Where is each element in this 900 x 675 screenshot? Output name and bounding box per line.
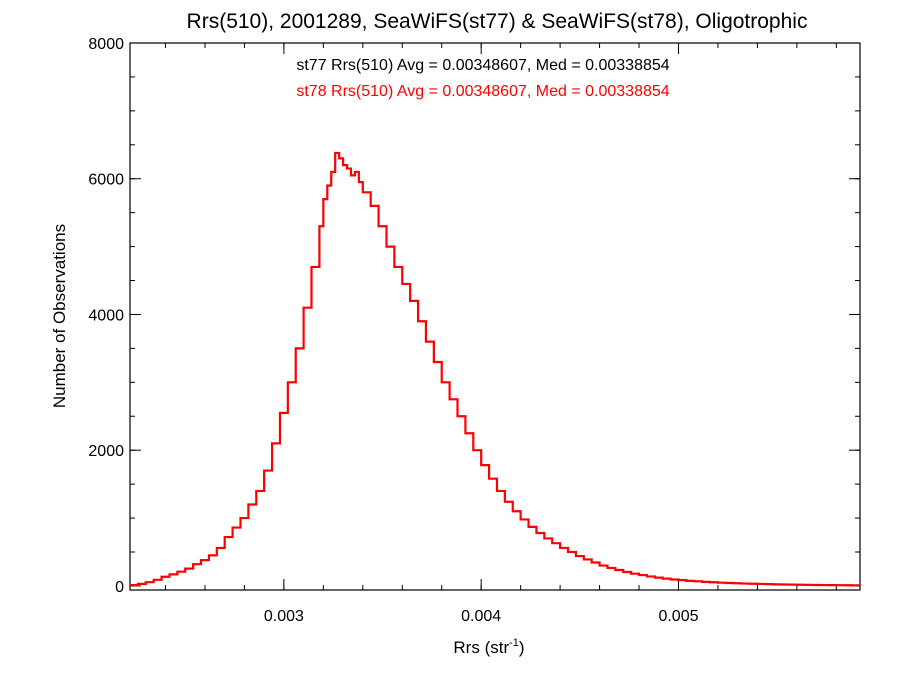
x-axis-label-close: ) [519,638,525,657]
plot-area [130,151,862,587]
annotation-stats-line: st78 Rrs(510) Avg = 0.00348607, Med = 0.… [296,83,669,100]
annotations: st77 Rrs(510) Avg = 0.00348607, Med = 0.… [296,57,669,100]
y-tick-label: 6000 [88,172,124,189]
x-tick-label: 0.003 [264,608,304,625]
y-tick-label: 2000 [88,443,124,460]
y-tick-label: 8000 [88,36,124,53]
histogram-series-line [130,151,862,587]
x-axis-label-superscript: -1 [509,637,519,649]
axes: 0.003 0.004 0.005 0 2000 4000 6000 8000 [88,36,861,625]
x-tick-label: 0.005 [658,608,698,625]
annotation-stats-line: st77 Rrs(510) Avg = 0.00348607, Med = 0.… [296,57,669,74]
y-tick-label: 0 [115,579,124,596]
y-tick-label: 4000 [88,307,124,324]
x-tick-label: 0.004 [461,608,501,625]
plot-frame [129,42,861,591]
chart-title: Rrs(510), 2001289, SeaWiFS(st77) & SeaWi… [187,10,808,33]
y-axis-label: Number of Observations [50,224,69,408]
x-axis-label: Rrs (str-1) [453,637,524,657]
x-axis-label-base: Rrs (str [453,638,509,657]
